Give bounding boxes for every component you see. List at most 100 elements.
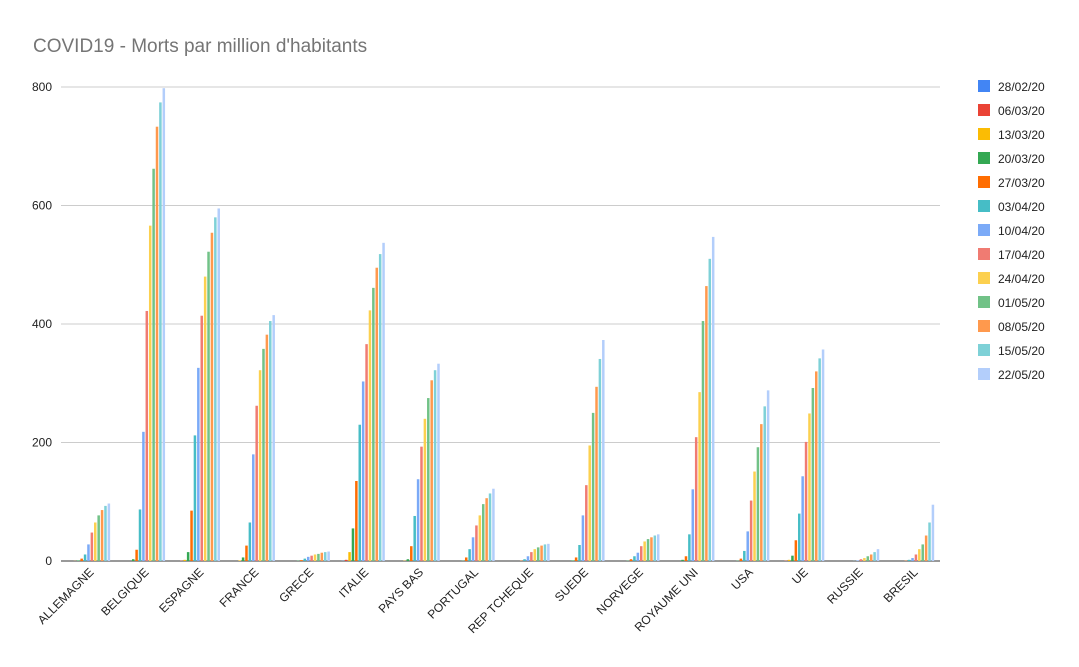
- bar: [375, 267, 379, 561]
- bar: [183, 559, 186, 561]
- bar: [327, 551, 330, 561]
- y-tick-label: 0: [45, 554, 52, 568]
- bar: [413, 515, 416, 561]
- y-tick-label: 600: [32, 199, 52, 213]
- y-tick-label: 200: [32, 436, 52, 450]
- x-tick-label: ESPAGNE: [156, 565, 206, 615]
- x-tick-label: USA: [728, 565, 755, 592]
- bar: [152, 168, 155, 561]
- gridlines: [61, 86, 940, 562]
- bar: [907, 559, 911, 561]
- bar: [643, 541, 646, 561]
- bar: [97, 515, 100, 561]
- legend-swatch: [978, 200, 990, 212]
- bar: [598, 358, 602, 561]
- legend-label: 08/05/20: [998, 320, 1045, 334]
- bar: [533, 549, 537, 561]
- bar: [87, 544, 90, 561]
- bar: [186, 552, 190, 561]
- bar: [197, 367, 200, 561]
- bar: [207, 251, 210, 561]
- bar: [471, 537, 475, 561]
- bar: [821, 349, 825, 561]
- bar: [656, 534, 660, 561]
- bar: [255, 405, 258, 561]
- bar: [574, 557, 578, 561]
- bar: [633, 556, 636, 561]
- bar: [135, 549, 138, 561]
- bar: [811, 387, 815, 561]
- bar: [924, 535, 928, 561]
- x-tick-label: GRECE: [276, 565, 316, 605]
- bar: [492, 488, 495, 561]
- bar: [475, 525, 478, 561]
- bar: [639, 546, 643, 561]
- bar: [691, 489, 695, 561]
- bar: [591, 412, 595, 562]
- bar: [481, 504, 485, 561]
- bar: [688, 534, 691, 561]
- bar: [808, 413, 811, 561]
- bar: [595, 386, 598, 561]
- bar: [863, 558, 866, 561]
- bar: [705, 286, 708, 561]
- bar: [588, 445, 591, 561]
- bar: [317, 553, 320, 561]
- bar: [200, 315, 203, 561]
- x-tick-label: PAYS BAS: [376, 565, 427, 616]
- legend-label: 15/05/20: [998, 344, 1045, 358]
- bar: [869, 554, 873, 561]
- bar: [368, 310, 372, 561]
- bar: [801, 476, 804, 561]
- bar: [911, 558, 914, 561]
- bar: [269, 321, 272, 561]
- legend-swatch: [978, 224, 990, 236]
- bar: [423, 418, 427, 561]
- chart-title: COVID19 - Morts par million d'habitants: [33, 36, 367, 57]
- bar: [378, 254, 382, 561]
- bar: [694, 437, 698, 561]
- legend-swatch: [978, 176, 990, 188]
- bar: [214, 217, 217, 561]
- bar: [530, 552, 533, 561]
- bars: [73, 88, 935, 562]
- legend-label: 10/04/20: [998, 224, 1045, 238]
- legend-swatch: [978, 320, 990, 332]
- bar: [104, 505, 107, 561]
- bar: [100, 510, 104, 561]
- bar: [876, 549, 880, 561]
- bar: [138, 509, 142, 561]
- bar: [928, 522, 931, 561]
- legend-label: 17/04/20: [998, 248, 1045, 262]
- bar: [766, 390, 770, 561]
- bar: [310, 555, 313, 561]
- bar: [914, 554, 918, 561]
- x-tick-label: BRESIL: [881, 565, 921, 605]
- bar: [918, 549, 921, 561]
- bar: [241, 557, 245, 561]
- bar: [358, 424, 362, 561]
- bar: [629, 559, 633, 561]
- legend-swatch: [978, 272, 990, 284]
- bar: [636, 552, 640, 561]
- bar: [804, 441, 808, 561]
- legend-swatch: [978, 296, 990, 308]
- bar: [701, 321, 705, 561]
- bar: [203, 276, 207, 561]
- bar: [602, 340, 605, 561]
- legend: 28/02/20 06/03/20 13/03/20 20/03/20 27/03/20…: [978, 80, 1045, 382]
- bar: [344, 559, 348, 561]
- bar: [743, 550, 746, 561]
- y-tick-label: 400: [32, 317, 52, 331]
- bar: [791, 555, 794, 561]
- legend-label: 01/05/20: [998, 296, 1045, 310]
- bar: [681, 559, 684, 561]
- x-tick-label: SUEDE: [552, 565, 591, 604]
- bar: [193, 435, 197, 561]
- bar: [142, 431, 145, 561]
- legend-label: 13/03/20: [998, 128, 1045, 142]
- bar: [320, 552, 324, 561]
- x-tick-label: FRANCE: [217, 565, 262, 610]
- x-tick-label: NORVEGE: [594, 565, 646, 617]
- bar: [300, 560, 303, 561]
